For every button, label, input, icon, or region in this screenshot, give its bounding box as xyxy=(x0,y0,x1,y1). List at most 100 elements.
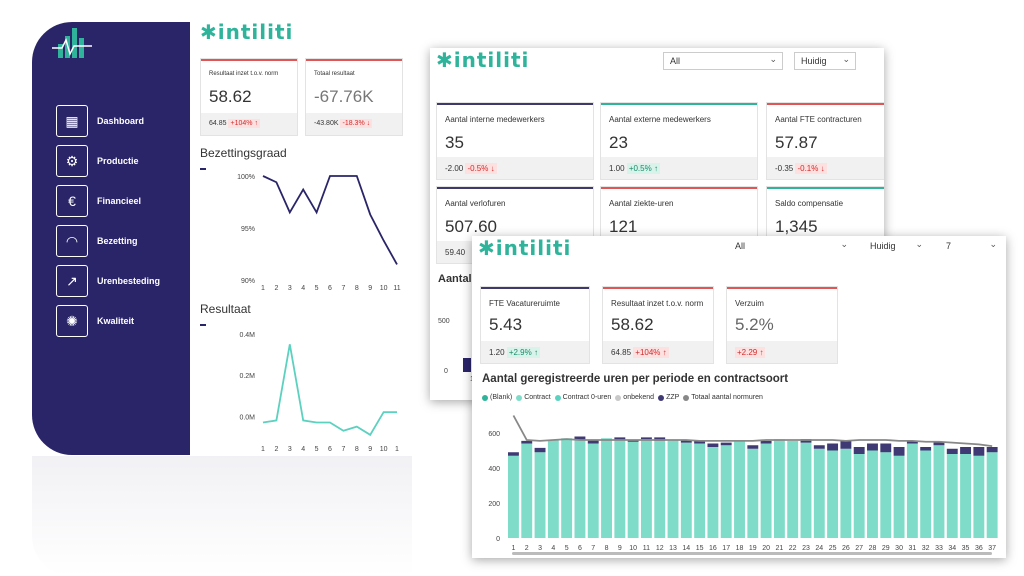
bar-contract[interactable] xyxy=(734,440,745,538)
bar-zzp[interactable] xyxy=(946,448,958,454)
bar-zzp[interactable] xyxy=(960,447,972,454)
bar-zzp[interactable] xyxy=(694,440,706,444)
bar-contract[interactable] xyxy=(534,452,546,538)
bar-contract[interactable] xyxy=(601,438,612,538)
sidebar-item-kwaliteit[interactable]: ✺ Kwaliteit xyxy=(56,305,196,337)
filter-select-period[interactable]: 7 ⌄ xyxy=(940,238,1002,255)
bar-contract[interactable] xyxy=(880,452,892,538)
filter-value: All xyxy=(735,241,746,251)
bar-zzp[interactable] xyxy=(853,447,865,454)
bar-zzp[interactable] xyxy=(574,436,586,441)
bar-zzp[interactable] xyxy=(973,447,985,456)
bar-contract[interactable] xyxy=(760,443,772,539)
bar-contract[interactable] xyxy=(654,440,666,538)
bar-contract[interactable] xyxy=(813,448,825,538)
bar-contract[interactable] xyxy=(720,445,732,538)
bar-zzp[interactable] xyxy=(893,447,905,456)
bar-contract[interactable] xyxy=(627,441,639,538)
bar-contract[interactable] xyxy=(574,440,586,538)
legend-item[interactable]: Contract xyxy=(516,394,551,401)
bar-contract[interactable] xyxy=(680,442,692,538)
bar-zzp[interactable] xyxy=(867,443,878,451)
x-axis-tick: 11 xyxy=(643,545,650,552)
x-axis-tick: 7 xyxy=(591,545,595,552)
kpi-title: Aantal verlofuren xyxy=(445,199,506,208)
bar-contract[interactable] xyxy=(521,443,533,539)
chevron-down-icon: ⌄ xyxy=(769,54,777,64)
legend-marker xyxy=(516,394,523,401)
bar-contract[interactable] xyxy=(694,443,706,539)
sidebar-item-bezetting[interactable]: ◠ Bezetting xyxy=(56,225,196,257)
bar-zzp[interactable] xyxy=(920,447,932,451)
bar-contract[interactable] xyxy=(867,450,878,539)
bar-zzp[interactable] xyxy=(707,443,719,448)
bar-zzp[interactable] xyxy=(827,443,839,451)
x-axis-tick: 3 xyxy=(538,545,542,552)
sidebar-item-financieel[interactable]: € Financieel xyxy=(56,185,196,217)
bar-zzp[interactable] xyxy=(813,445,825,449)
bar-contract[interactable] xyxy=(547,440,559,538)
legend-item[interactable]: Totaal aantal normuren xyxy=(683,394,763,401)
bar-zzp[interactable] xyxy=(508,452,519,456)
legend-item[interactable]: ZZP xyxy=(658,394,679,401)
bar-contract[interactable] xyxy=(827,450,839,539)
bar-contract[interactable] xyxy=(933,445,945,538)
bar-zzp[interactable] xyxy=(880,443,892,453)
gear-icon: ⚙ xyxy=(56,145,88,177)
legend-item[interactable]: (Blank) xyxy=(482,394,512,401)
bar-contract[interactable] xyxy=(707,447,719,538)
legend-item[interactable]: onbekend xyxy=(615,394,654,401)
bar-zzp[interactable] xyxy=(986,447,998,453)
bar-contract[interactable] xyxy=(640,439,652,538)
filter-select-huidig[interactable]: Huidig ⌄ xyxy=(864,238,928,255)
bar-contract[interactable] xyxy=(906,443,918,539)
x-axis-tick: 3 xyxy=(288,285,292,292)
bar-zzp[interactable] xyxy=(906,440,918,444)
bar-zzp[interactable] xyxy=(640,437,652,440)
bar-contract[interactable] xyxy=(747,448,759,538)
bar-zzp[interactable] xyxy=(760,440,772,444)
bar-zzp[interactable] xyxy=(534,447,546,453)
filter-select-all[interactable]: All ⌄ xyxy=(663,52,783,70)
bar-zzp[interactable] xyxy=(933,441,945,446)
x-axis-tick: 17 xyxy=(722,545,730,552)
sidebar-item-urenbesteding[interactable]: ↗ Urenbesteding xyxy=(56,265,196,297)
bar-contract[interactable] xyxy=(800,442,812,538)
bar-contract[interactable] xyxy=(893,455,905,538)
kpi-value: 57.87 xyxy=(775,133,818,152)
kpi-value: 23 xyxy=(609,133,628,152)
bar-contract[interactable] xyxy=(973,455,985,538)
x-axis-tick: 34 xyxy=(948,545,956,552)
bar-zzp[interactable] xyxy=(720,442,732,446)
horizontal-scrollbar[interactable] xyxy=(512,552,992,555)
bar-contract[interactable] xyxy=(853,454,865,538)
bar-contract[interactable] xyxy=(773,439,785,538)
sidebar-item-dashboard[interactable]: ▦ Dashboard xyxy=(56,105,196,137)
legend-item[interactable]: Contract 0-uren xyxy=(554,394,611,401)
bar-zzp[interactable] xyxy=(587,440,599,444)
filter-select-huidig[interactable]: Huidig ⌄ xyxy=(794,52,856,70)
bar-zzp[interactable] xyxy=(747,445,759,449)
bar-zzp[interactable] xyxy=(840,440,852,449)
bar-zzp[interactable] xyxy=(521,440,533,444)
bar-contract[interactable] xyxy=(614,440,626,538)
bar-zzp[interactable] xyxy=(614,437,626,440)
bar-contract[interactable] xyxy=(840,448,852,538)
sidebar-item-productie[interactable]: ⚙ Productie xyxy=(56,145,196,177)
kpi-title: Verzuim xyxy=(735,299,764,308)
kpi-value: 58.62 xyxy=(209,87,252,106)
x-axis-tick: 20 xyxy=(762,545,770,552)
bar-contract[interactable] xyxy=(561,438,573,538)
bar-contract[interactable] xyxy=(587,443,599,539)
bar-contract[interactable] xyxy=(920,450,932,539)
bar-contract[interactable] xyxy=(787,440,799,538)
bar-contract[interactable] xyxy=(960,454,972,538)
bar-contract[interactable] xyxy=(667,440,679,538)
bar-contract[interactable] xyxy=(508,455,519,538)
bar-contract[interactable] xyxy=(986,452,998,538)
brand-logo-icon: ✱ xyxy=(478,236,496,260)
bar-contract[interactable] xyxy=(946,454,958,538)
filter-select-all[interactable]: All ⌄ xyxy=(729,238,853,255)
bar-zzp[interactable] xyxy=(680,440,692,443)
x-axis-tick: 8 xyxy=(605,545,609,552)
